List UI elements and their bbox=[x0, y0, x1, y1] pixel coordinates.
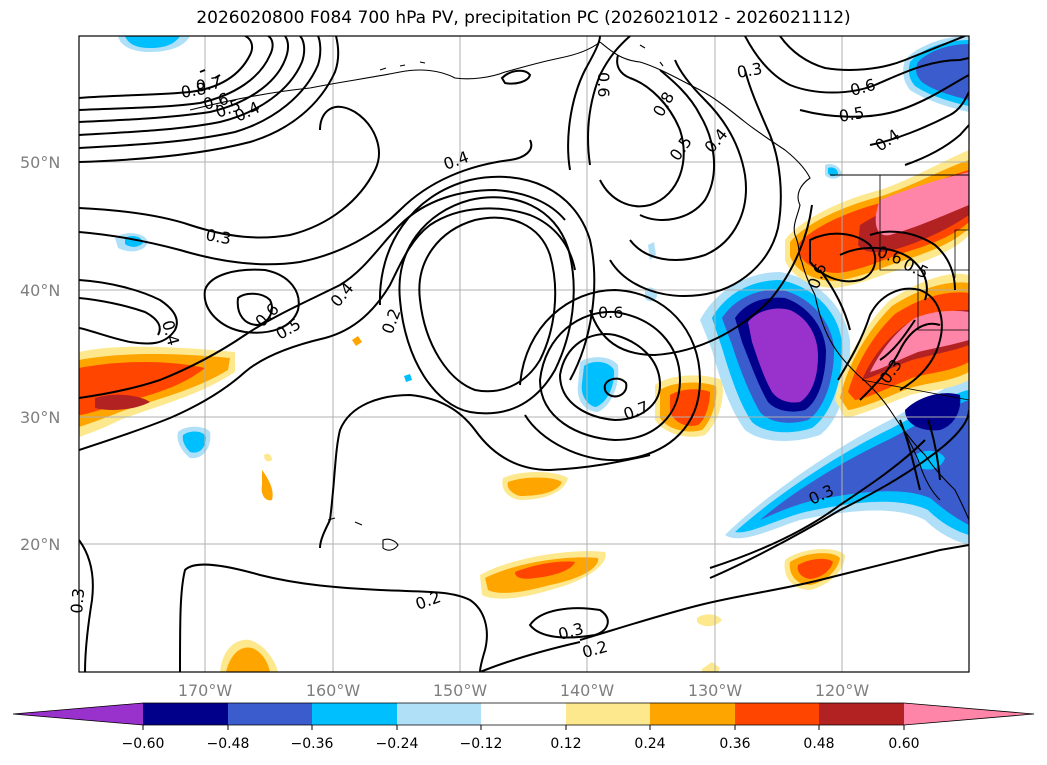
lat-label: 30°N bbox=[20, 408, 60, 427]
colorbar-swatch bbox=[228, 703, 312, 725]
precip-patch-southeast-negative bbox=[725, 378, 969, 545]
colorbar-swatch bbox=[650, 703, 735, 725]
colorbar-swatch bbox=[312, 703, 397, 725]
contour-label: 0.3 bbox=[67, 587, 88, 614]
colorbar-tick-label: −0.24 bbox=[376, 736, 419, 752]
colorbar-swatch bbox=[735, 703, 819, 725]
colorbar-swatch bbox=[481, 703, 566, 725]
contour-label: 0.5 bbox=[837, 103, 865, 126]
precip-patch-pacific-northwest-positive bbox=[785, 150, 969, 288]
pv-contours bbox=[79, 36, 969, 672]
map-frame bbox=[78, 35, 970, 673]
longitude-labels: 170°W 160°W 150°W 140°W 130°W 120°W bbox=[178, 681, 870, 700]
lat-label: 50°N bbox=[20, 153, 60, 172]
contour-label: 0.6 bbox=[598, 303, 623, 322]
precip-patch-west-positive bbox=[79, 346, 235, 437]
colorbar-extend-high bbox=[904, 703, 1034, 725]
colorbar-swatch bbox=[819, 703, 904, 725]
colorbar-tick-label: −0.60 bbox=[122, 736, 165, 752]
map-gridlines bbox=[79, 36, 969, 672]
lon-label: 130°W bbox=[688, 681, 743, 700]
colorbar: −0.60 −0.48 −0.36 −0.24 −0.12 0.12 0.24 … bbox=[12, 702, 1035, 752]
colorbar-swatch bbox=[566, 703, 650, 725]
contour-label: 0.7 bbox=[194, 73, 222, 96]
lon-label: 160°W bbox=[306, 681, 361, 700]
precip-patch-california-negative bbox=[700, 272, 851, 442]
colorbar-extend-low bbox=[13, 703, 143, 725]
map-title: 2026020800 F084 700 hPa PV, precipitatio… bbox=[196, 8, 851, 28]
colorbar-tick-label: −0.12 bbox=[460, 736, 503, 752]
lon-label: 140°W bbox=[560, 681, 615, 700]
contour-label: 0.8 bbox=[179, 79, 207, 102]
lon-label: 150°W bbox=[433, 681, 488, 700]
lat-label: 20°N bbox=[20, 535, 60, 554]
contour-label: 0.6 bbox=[594, 72, 613, 97]
coastlines bbox=[189, 41, 969, 551]
colorbar-tick-label: 0.60 bbox=[888, 736, 919, 752]
lon-label: 170°W bbox=[178, 681, 233, 700]
colorbar-tick-label: −0.36 bbox=[291, 736, 334, 752]
precip-shading bbox=[79, 36, 969, 672]
colorbar-tick-label: 0.36 bbox=[719, 736, 750, 752]
colorbar-swatch bbox=[397, 703, 481, 725]
latitude-labels: 50°N 40°N 30°N 20°N bbox=[20, 153, 60, 554]
contour-label: 0.3 bbox=[204, 225, 232, 248]
colorbar-tick-label: −0.48 bbox=[207, 736, 250, 752]
lon-label: 120°W bbox=[815, 681, 870, 700]
colorbar-tick-label: 0.24 bbox=[634, 736, 665, 752]
colorbar-tick-label: 0.12 bbox=[550, 736, 581, 752]
colorbar-swatch bbox=[143, 703, 228, 725]
lat-label: 40°N bbox=[20, 281, 60, 300]
contour-label: 0.3 bbox=[735, 59, 763, 82]
colorbar-tick-label: 0.48 bbox=[803, 736, 834, 752]
